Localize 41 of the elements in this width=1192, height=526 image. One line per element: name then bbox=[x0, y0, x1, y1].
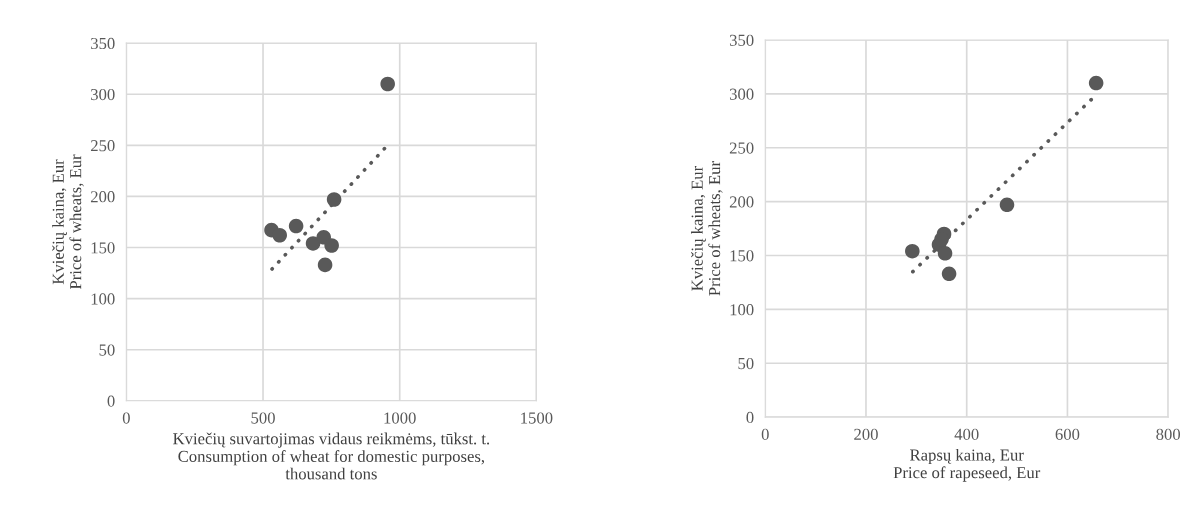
x-tick-label: 600 bbox=[1055, 428, 1080, 440]
y-tick-label: 250 bbox=[90, 140, 115, 152]
x-tick-label: 0 bbox=[122, 412, 130, 424]
point bbox=[288, 218, 304, 234]
point bbox=[272, 227, 287, 243]
x-tick-label: 400 bbox=[954, 428, 979, 440]
y-tick-label: 250 bbox=[729, 142, 754, 154]
y-axis-title: Kviečių kaina, Eur Price of wheats, Eur bbox=[52, 154, 84, 290]
point bbox=[317, 257, 333, 273]
y-axis-title: Kviečių kaina, Eur Price of wheats, Eur bbox=[691, 161, 723, 296]
point bbox=[999, 197, 1015, 213]
point bbox=[380, 76, 395, 92]
y-tick-label: 100 bbox=[91, 293, 115, 305]
y-tick-label: 50 bbox=[99, 344, 115, 356]
y-tick-label: 50 bbox=[738, 357, 754, 370]
y-tick-label: 200 bbox=[729, 196, 754, 208]
y-tick-label: 200 bbox=[90, 191, 115, 203]
point bbox=[326, 192, 342, 207]
x-tick-label: 1500 bbox=[521, 412, 553, 424]
y-tick-label: 100 bbox=[730, 304, 754, 316]
point bbox=[937, 246, 953, 261]
y-tick-label: 300 bbox=[729, 88, 754, 100]
x-tick-label: 0 bbox=[761, 428, 769, 440]
x-tick-label: 500 bbox=[251, 412, 275, 424]
point bbox=[324, 238, 339, 253]
x-axis-title: Rapsų kaina, Eur Price of rapeseed, Eur bbox=[893, 448, 1041, 482]
y-tick-label: 0 bbox=[107, 395, 115, 407]
point bbox=[1088, 75, 1104, 91]
point bbox=[305, 236, 321, 251]
x-axis-title: Kviečių suvartojimas vidaus reikmėms, tūkst. t. Consumption of wheat for domestic purposes, thousand tons bbox=[173, 432, 490, 480]
x-tick-label: 1000 bbox=[384, 412, 416, 424]
y-tick-label: 350 bbox=[91, 37, 115, 50]
y-tick-label: 350 bbox=[729, 34, 754, 46]
x-tick-label: 800 bbox=[1156, 428, 1181, 440]
point bbox=[905, 243, 920, 259]
point bbox=[941, 266, 957, 282]
y-tick-label: 300 bbox=[91, 88, 115, 101]
y-tick-label: 150 bbox=[730, 250, 754, 262]
x-tick-label: 200 bbox=[854, 428, 878, 440]
point bbox=[934, 232, 949, 247]
y-tick-label: 150 bbox=[91, 242, 115, 254]
